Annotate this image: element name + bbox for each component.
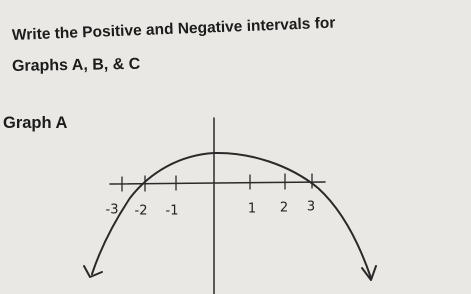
tick-label: 1 — [248, 202, 256, 217]
graph-label: Graph A — [3, 114, 68, 132]
tick-label: -3 — [106, 203, 119, 218]
arrow-left — [83, 265, 103, 278]
tick-label: 3 — [307, 200, 315, 215]
arrow-right — [361, 265, 377, 281]
x-axis — [109, 181, 326, 185]
axis-ticks — [121, 173, 313, 192]
tick-label: 2 — [280, 201, 288, 216]
curve — [91, 151, 372, 279]
tick-label: -2 — [135, 204, 148, 219]
tick-label: -1 — [166, 204, 179, 219]
